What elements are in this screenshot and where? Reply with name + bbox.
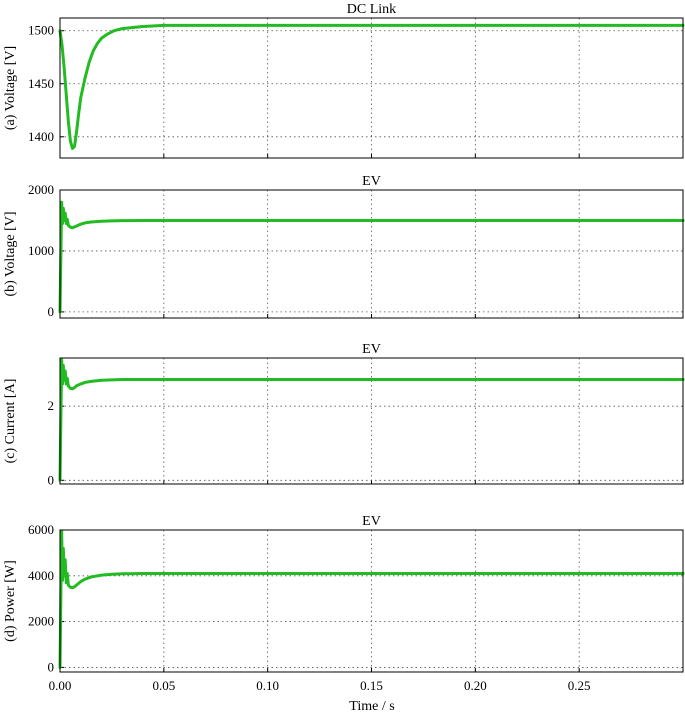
y-axis-label: (b) Voltage [V] <box>3 211 18 296</box>
y-tick-label: 0 <box>48 472 55 487</box>
y-tick-label: 4000 <box>28 568 54 583</box>
chart-title: EV <box>362 174 381 189</box>
x-tick-label: 0.25 <box>568 678 591 693</box>
y-tick-label: 1400 <box>28 129 54 144</box>
x-tick-label: 0.20 <box>464 678 487 693</box>
y-axis-label: (c) Current [A] <box>3 379 18 464</box>
y-tick-label: 1000 <box>28 243 54 258</box>
chart-panel-1: 1400 1450 1500 DC Link (a) Voltage [V] <box>3 2 685 159</box>
y-tick-label: 1450 <box>28 76 54 91</box>
y-tick-label: 0 <box>48 304 55 319</box>
chart-title: EV <box>362 342 381 357</box>
series-line <box>58 23 685 150</box>
x-tick-label: 0.15 <box>360 678 383 693</box>
x-tick-label: 0.00 <box>49 678 72 693</box>
axes-frame <box>59 529 684 673</box>
axes-frame <box>59 357 684 485</box>
series-line <box>58 358 685 482</box>
y-tick-label: 2000 <box>28 182 54 197</box>
y-tick-label: 1500 <box>28 23 54 38</box>
y-axis-label: (d) Power [W] <box>3 560 18 642</box>
chart-title: DC Link <box>347 2 396 17</box>
series-line <box>58 529 685 669</box>
y-tick-label: 6000 <box>28 522 54 537</box>
chart-title: EV <box>362 514 381 529</box>
axes-frame <box>59 189 684 319</box>
x-tick-label: 0.05 <box>152 678 175 693</box>
series-line <box>58 200 685 314</box>
x-tick-label: 0.10 <box>256 678 279 693</box>
x-axis-label: Time / s <box>349 699 394 714</box>
y-tick-label: 0 <box>48 659 55 674</box>
chart-panel-3: 0 2 EV (c) Current [A] <box>3 342 685 487</box>
y-tick-label: 2 <box>48 398 55 413</box>
axes-frame <box>59 17 684 159</box>
chart-panel-4: 0.00 0.05 0.10 0.15 0.20 0.25 0 2000 4000 6000 EV (… <box>3 514 685 693</box>
y-axis-label: (a) Voltage [V] <box>3 46 18 130</box>
chart-panel-2: 0 1000 2000 EV (b) Voltage [V] <box>3 174 685 319</box>
y-tick-label: 2000 <box>28 614 54 629</box>
